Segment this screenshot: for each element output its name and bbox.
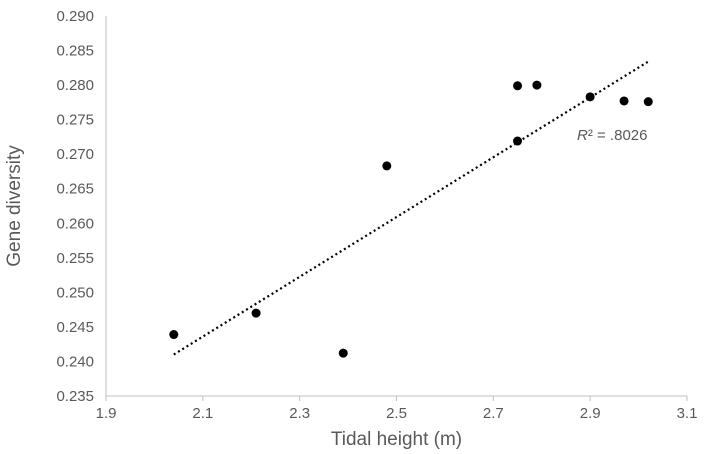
data-points — [169, 80, 653, 358]
data-point — [643, 97, 653, 107]
y-tick-label: 0.250 — [56, 284, 94, 301]
y-tick-label: 0.265 — [56, 181, 94, 198]
y-tick-label: 0.285 — [56, 43, 94, 60]
data-point — [513, 81, 523, 91]
x-tick-label: 3.1 — [677, 405, 698, 422]
data-point — [169, 330, 179, 340]
y-tick-labels: 0.235 0.240 0.245 0.250 0.255 0.260 0.265 0.270… — [56, 8, 94, 405]
x-tick-label: 2.9 — [580, 405, 601, 422]
y-tick-label: 0.245 — [56, 319, 94, 336]
x-axis-title: Tidal height (m) — [331, 429, 462, 450]
y-axis-title: Gene diversity — [4, 145, 25, 267]
y-tick-label: 0.240 — [56, 353, 94, 370]
x-tick-labels: 1.9 2.1 2.3 2.5 2.7 2.9 3.1 — [96, 396, 698, 422]
data-point — [619, 96, 629, 106]
y-tick-label: 0.275 — [56, 112, 94, 129]
data-point — [251, 308, 261, 318]
trendline — [173, 60, 649, 356]
y-tick-label: 0.255 — [56, 250, 94, 267]
y-tick-label: 0.270 — [56, 146, 94, 163]
y-tick-label: 0.235 — [56, 388, 94, 405]
r-squared-label: R² = .8026 — [577, 127, 647, 144]
x-tick-label: 1.9 — [96, 405, 117, 422]
x-tick-label: 2.1 — [192, 405, 213, 422]
x-tick-label: 2.7 — [483, 405, 504, 422]
x-tick-label: 2.5 — [386, 405, 407, 422]
x-tick-label: 2.3 — [289, 405, 310, 422]
y-tick-label: 0.280 — [56, 77, 94, 94]
data-point — [532, 80, 542, 90]
y-tick-label: 0.290 — [56, 8, 94, 25]
data-point — [585, 92, 595, 102]
data-point — [513, 136, 523, 146]
data-point — [382, 161, 392, 171]
y-tick-label: 0.260 — [56, 215, 94, 232]
data-point — [338, 348, 348, 358]
